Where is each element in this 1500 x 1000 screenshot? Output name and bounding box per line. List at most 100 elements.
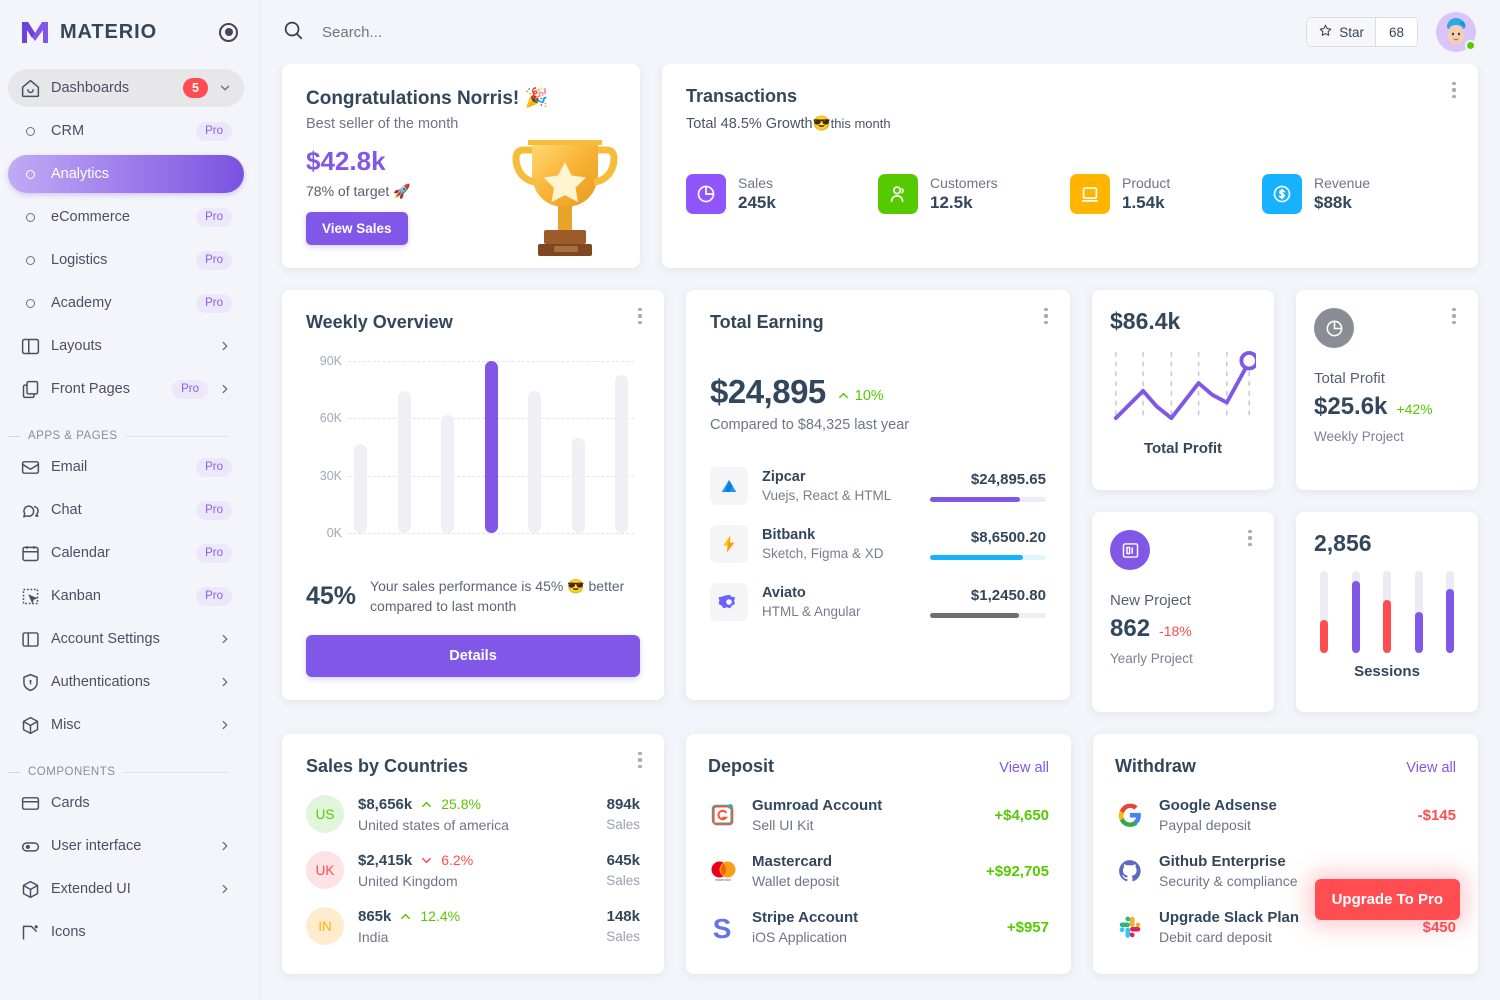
kebab-menu-icon[interactable]	[630, 750, 650, 770]
sidebar-item-label: Icons	[51, 924, 86, 940]
new-project-label: New Project	[1110, 592, 1191, 609]
stat-label: Sales	[738, 175, 774, 191]
deposit-amount: +$957	[1006, 918, 1049, 936]
earning-desc: HTML & Angular	[762, 604, 861, 619]
country-percent: 25.8%	[441, 796, 481, 812]
bar[interactable]	[354, 444, 367, 533]
star-button[interactable]: Star	[1307, 18, 1375, 46]
total-profit-sparkline	[1110, 347, 1259, 430]
sidebar-item-front-pages[interactable]: Front Pages Pro	[8, 370, 244, 408]
sidebar-item-user-interface[interactable]: User interface	[8, 827, 244, 865]
gridline	[348, 533, 634, 534]
chevron-right-icon[interactable]	[218, 882, 232, 896]
sidebar-item-email[interactable]: Email Pro	[8, 448, 244, 486]
chevron-right-icon[interactable]	[218, 382, 232, 396]
country-percent: 12.4%	[420, 908, 461, 924]
sidebar-item-calendar[interactable]: Calendar Pro	[8, 534, 244, 572]
bar[interactable]	[397, 390, 411, 533]
sessions-bar-chart	[1320, 571, 1454, 653]
pie-chart-icon	[1314, 308, 1354, 348]
pro-badge: Pro	[196, 207, 232, 227]
search-icon[interactable]	[282, 19, 304, 46]
sidebar-item-label: Calendar	[51, 545, 110, 561]
country-sales-block: 148k Sales	[606, 908, 640, 944]
sessions-track[interactable]	[1414, 571, 1423, 653]
congrats-target: 78% of target 🚀	[306, 183, 411, 199]
earning-value: $1,2450.80	[970, 586, 1046, 604]
sidebar-item-crm[interactable]: CRM Pro	[8, 112, 244, 150]
total-profit-chart-card: $86.4k	[1092, 290, 1274, 490]
sidebar-item-academy[interactable]: Academy Pro	[8, 284, 244, 322]
sidebar-item-analytics[interactable]: Analytics	[8, 155, 244, 193]
details-button[interactable]: Details	[306, 634, 640, 677]
sidebar: MATERIO Dashboards 5 CRM Pro	[0, 0, 260, 1000]
stat-value: 12.5k	[930, 193, 973, 212]
deposit-view-all-link[interactable]: View all	[999, 760, 1049, 776]
svg-text:mastercard: mastercard	[715, 878, 731, 882]
deposit-name: Gumroad Account	[752, 797, 883, 814]
chevron-right-icon[interactable]	[218, 675, 232, 689]
new-project-card: New Project 862 -18% Yearly Project	[1092, 512, 1274, 712]
sidebar-item-extended-ui[interactable]: Extended UI	[8, 870, 244, 908]
view-sales-button[interactable]: View Sales	[306, 212, 408, 245]
sessions-fill	[1351, 580, 1360, 653]
search-bar[interactable]	[282, 19, 1306, 46]
sessions-track[interactable]	[1320, 571, 1328, 653]
sidebar-item-layouts[interactable]: Layouts	[8, 327, 244, 365]
search-input[interactable]	[322, 23, 662, 41]
sidebar-item-ecommerce[interactable]: eCommerce Pro	[8, 198, 244, 236]
bar[interactable]	[615, 374, 628, 533]
kebab-menu-icon[interactable]	[1444, 306, 1464, 326]
country-percent: 6.2%	[441, 852, 474, 868]
pro-badge: Pro	[196, 500, 232, 520]
sidebar-item-logistics[interactable]: Logistics Pro	[8, 241, 244, 279]
deposit-title: Deposit	[708, 756, 775, 776]
chevron-right-icon[interactable]	[218, 632, 232, 646]
earning-name: Zipcar	[762, 469, 806, 485]
avatar[interactable]	[1436, 12, 1476, 52]
kebab-menu-icon[interactable]	[1240, 528, 1260, 548]
sidebar-item-cards[interactable]: Cards	[8, 784, 244, 822]
sessions-track[interactable]	[1446, 571, 1454, 653]
sessions-track[interactable]	[1351, 571, 1360, 653]
bar-highlight[interactable]	[484, 361, 498, 533]
deposit-card: Deposit View all	[686, 734, 1071, 974]
github-star-widget[interactable]: Star 68	[1306, 17, 1418, 47]
sidebar-item-chat[interactable]: Chat Pro	[8, 491, 244, 529]
country-amount-row: $8,656k 25.8%	[358, 796, 509, 813]
stat-value: 1.54k	[1122, 193, 1165, 212]
deposit-desc: iOS Application	[752, 929, 847, 945]
sidebar-item-dashboards[interactable]: Dashboards 5	[8, 69, 244, 107]
sidebar-item-kanban[interactable]: Kanban Pro	[8, 577, 244, 615]
sidebar-item-icons[interactable]: Icons	[8, 913, 244, 951]
upgrade-to-pro-button[interactable]: Upgrade To Pro	[1314, 879, 1460, 920]
kebab-menu-icon[interactable]	[1036, 306, 1056, 326]
bar[interactable]	[441, 414, 454, 533]
sidebar-item-authentications[interactable]: Authentications	[8, 663, 244, 701]
earning-value: $24,895.65	[970, 470, 1046, 488]
earning-name: Bitbank	[762, 527, 816, 543]
pin-radio-icon[interactable]	[219, 22, 238, 42]
withdraw-view-all-link[interactable]: View all	[1406, 760, 1456, 776]
earning-name: Aviato	[762, 585, 806, 601]
bar[interactable]	[528, 390, 541, 533]
deposit-header: Deposit View all	[708, 756, 1049, 777]
sessions-track[interactable]	[1383, 571, 1391, 653]
sessions-fill	[1446, 589, 1454, 653]
deposit-row-mastercard: mastercard Mastercard Wallet deposit +$9…	[708, 853, 1049, 889]
sessions-value: 2,856	[1314, 530, 1372, 556]
stat-sales: Sales 245k	[686, 174, 878, 214]
bar[interactable]	[571, 438, 585, 533]
kebab-menu-icon[interactable]	[1444, 80, 1464, 100]
chevron-down-icon[interactable]	[218, 81, 232, 95]
kebab-menu-icon[interactable]	[630, 306, 650, 326]
earning-desc: Sketch, Figma & XD	[762, 546, 884, 561]
chevron-right-icon[interactable]	[218, 718, 232, 732]
sidebar-item-misc[interactable]: Misc	[8, 706, 244, 744]
sidebar-item-label: Layouts	[51, 338, 102, 354]
chevron-right-icon[interactable]	[218, 339, 232, 353]
chevron-right-icon[interactable]	[218, 839, 232, 853]
sidebar-item-account-settings[interactable]: Account Settings	[8, 620, 244, 658]
sidebar-item-label: User interface	[51, 838, 142, 854]
